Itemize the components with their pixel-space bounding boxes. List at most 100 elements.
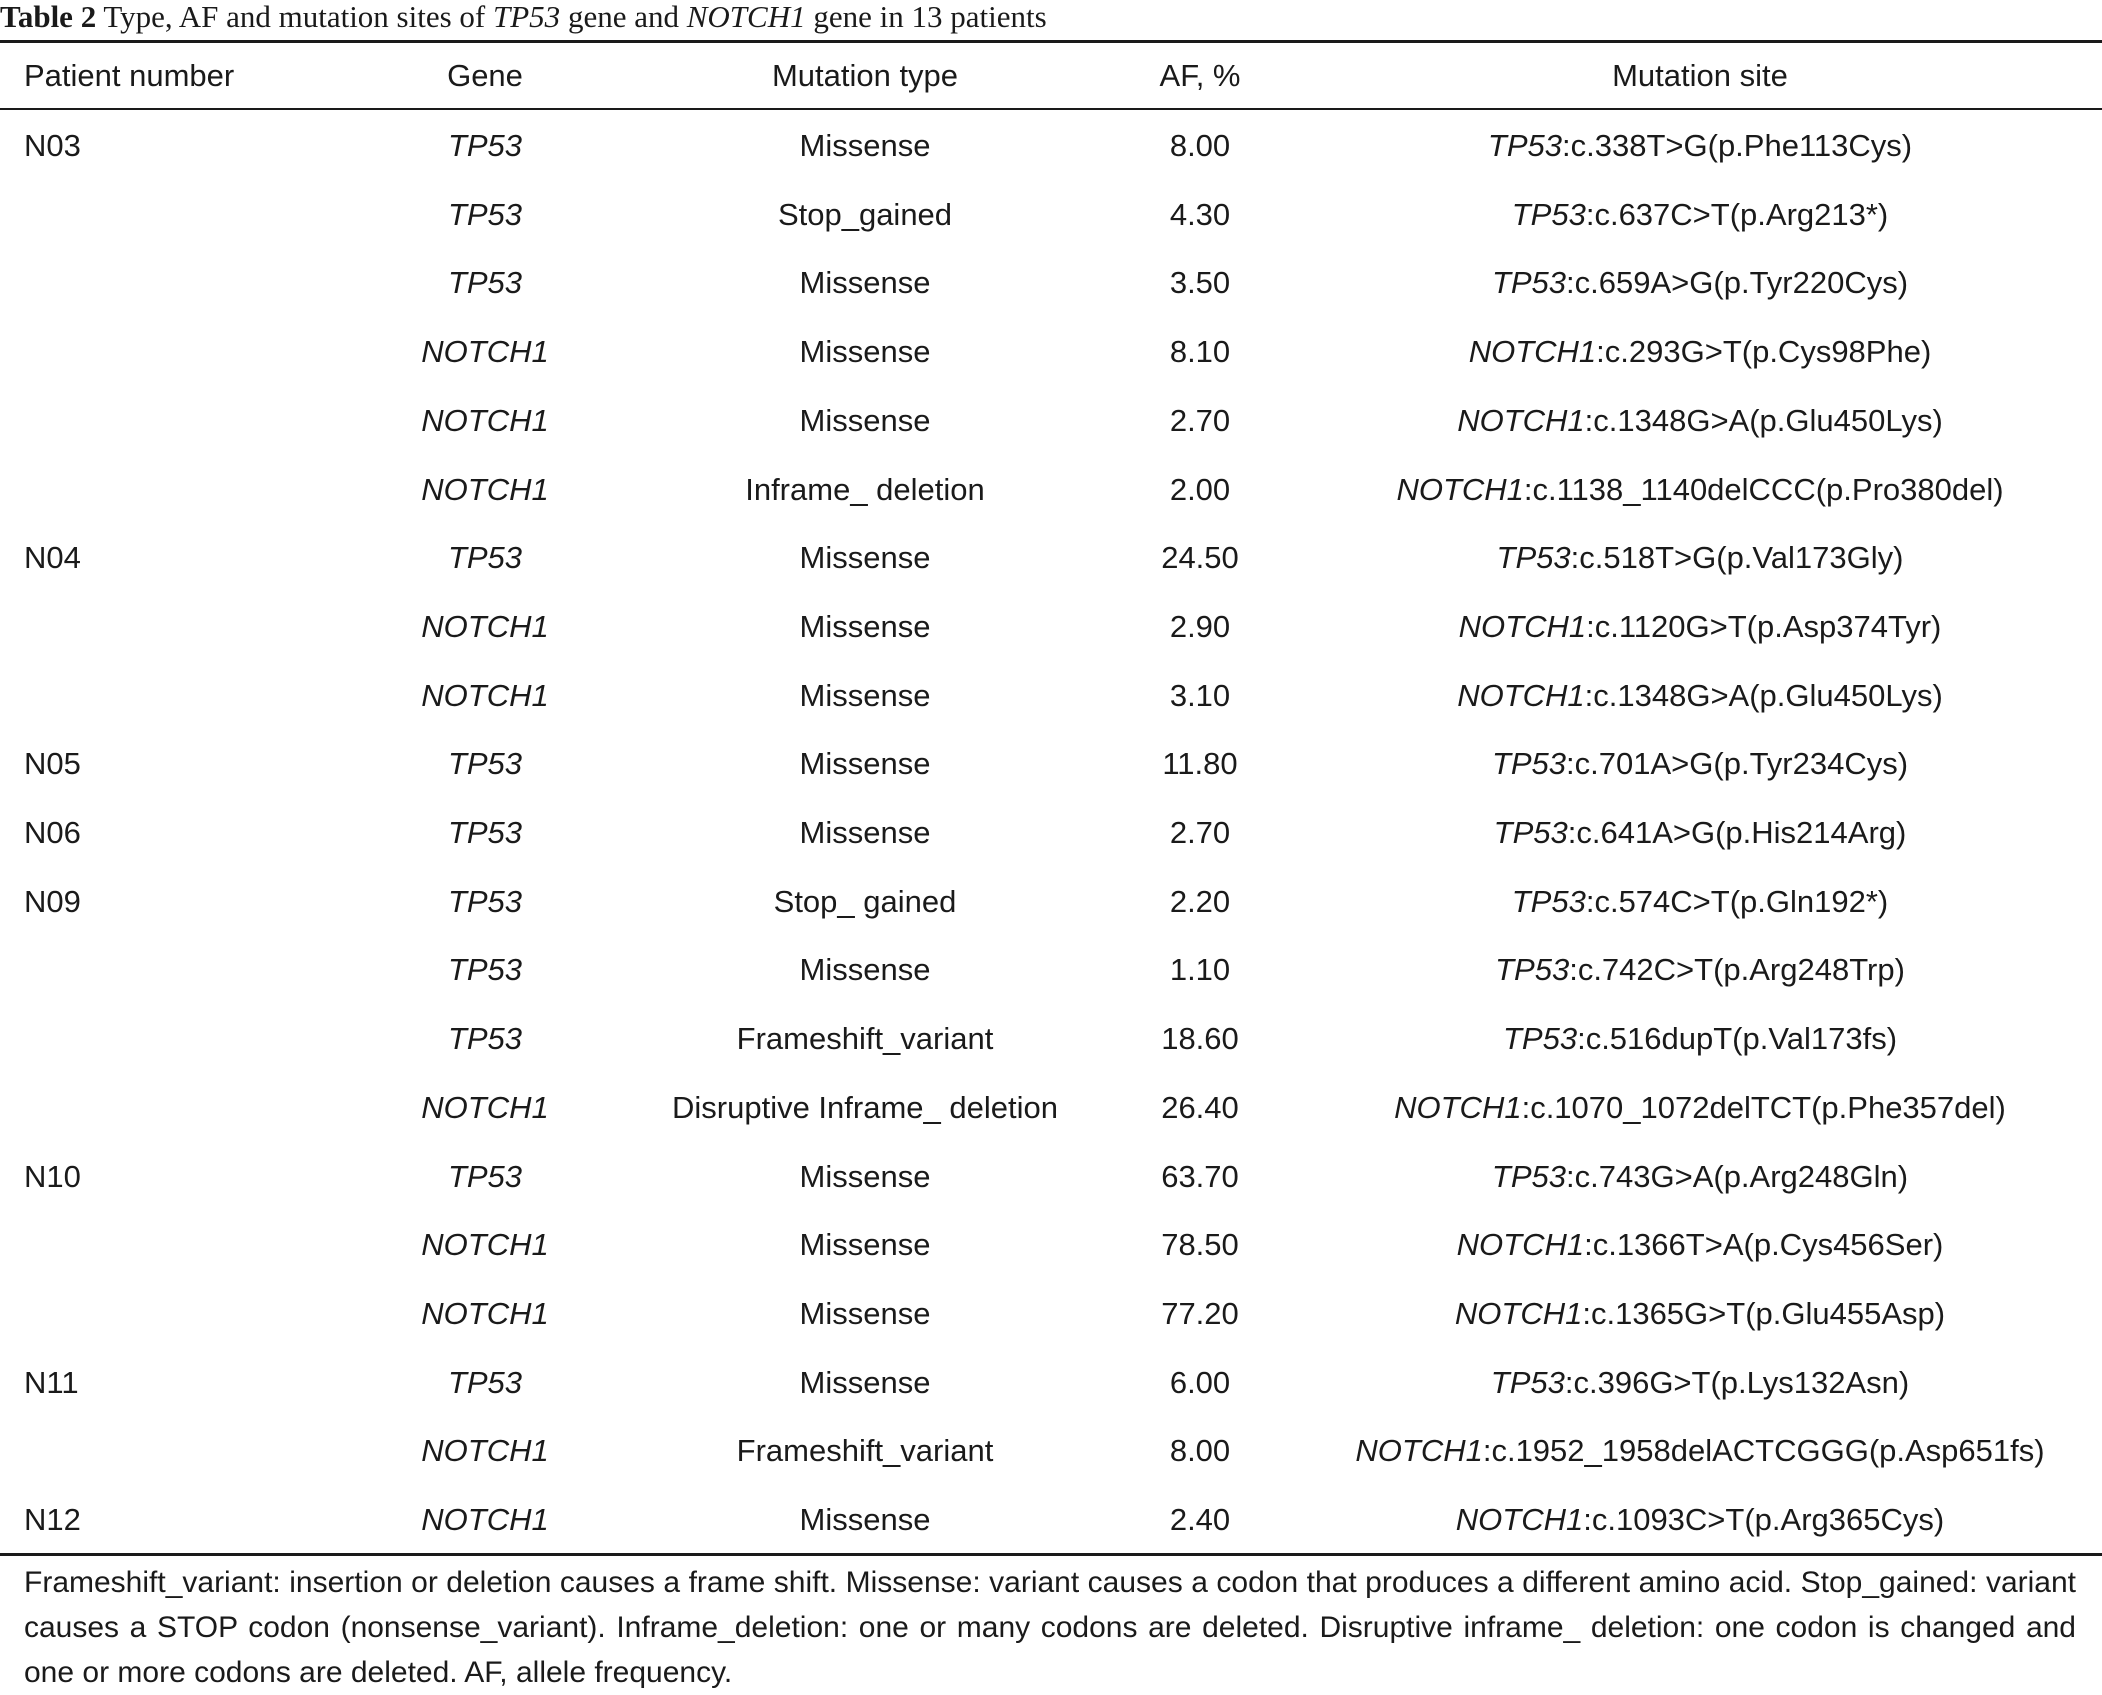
cell-mutation-site: TP53:c.641A>G(p.His214Arg) — [1300, 799, 2100, 867]
cell-af: 1.10 — [1169, 952, 1231, 988]
table-row: NOTCH1 Missense 2.70 NOTCH1:c.1348G>A(p.Glu… — [0, 387, 2102, 456]
site-gene: TP53 — [1487, 128, 1563, 163]
cell-mutation-site: NOTCH1:c.1120G>T(p.Asp374Tyr) — [1300, 593, 2100, 661]
site-gene: NOTCH1 — [1457, 677, 1585, 713]
cell-mutation-site: TP53:c.338T>G(p.Phe113Cys) — [1300, 112, 2100, 180]
caption-gene-2: NOTCH1 — [686, 0, 806, 34]
cell-patient-number — [24, 593, 324, 661]
site-gene: NOTCH1 — [1396, 471, 1524, 507]
cell-mutation-type: Frameshift_variant — [736, 1433, 994, 1469]
cell-patient-number: N09 — [24, 883, 81, 919]
cell-mutation-type: Frameshift_variant — [736, 1021, 994, 1057]
cell-mutation-site: NOTCH1:c.293G>T(p.Cys98Phe) — [1300, 318, 2100, 386]
cell-mutation-type: Missense — [799, 608, 931, 644]
cell-gene: TP53 — [447, 1364, 523, 1400]
caption-text-1: Type, AF and mutation sites of — [96, 0, 493, 34]
cell-mutation-site: TP53:c.396G>T(p.Lys132Asn) — [1300, 1349, 2100, 1417]
top-rule — [0, 40, 2102, 43]
cell-af: 2.40 — [1169, 1502, 1231, 1537]
cell-gene: NOTCH1 — [421, 1295, 549, 1331]
site-gene: TP53 — [1511, 883, 1586, 919]
table-row: NOTCH1 Missense 78.50 NOTCH1:c.1366T>A(p.Cy… — [0, 1211, 2102, 1280]
table-row: NOTCH1 Disruptive Inframe_ deletion 26.40 N… — [0, 1074, 2102, 1143]
cell-af: 8.10 — [1169, 334, 1231, 370]
site-change: :c.1120G>T(p.Asp374Tyr) — [1586, 608, 1942, 644]
cell-mutation-type: Disruptive Inframe_ deletion — [672, 1089, 1058, 1125]
cell-af: 18.60 — [1161, 1021, 1239, 1057]
site-gene: TP53 — [1495, 952, 1570, 988]
cell-af: 2.20 — [1169, 883, 1231, 919]
cell-af: 8.00 — [1169, 128, 1231, 163]
table-row: NOTCH1 Inframe_ deletion 2.00 NOTCH1:c.1138… — [0, 456, 2102, 525]
cell-mutation-type: Missense — [799, 265, 931, 301]
cell-af: 6.00 — [1169, 1364, 1231, 1400]
cell-gene: TP53 — [447, 815, 523, 850]
cell-gene: NOTCH1 — [421, 402, 549, 438]
cell-mutation-site: TP53:c.518T>G(p.Val173Gly) — [1300, 524, 2100, 592]
site-change: :c.659A>G(p.Tyr220Cys) — [1566, 265, 1909, 301]
table-row: N03 TP53 Missense 8.00 TP53:c.338T>G(p.Phe11… — [0, 112, 2102, 181]
cell-gene: NOTCH1 — [421, 1433, 549, 1469]
header-gene: Gene — [447, 58, 523, 93]
header-rule — [0, 108, 2102, 110]
site-change: :c.743G>A(p.Arg248Gln) — [1566, 1158, 1909, 1194]
cell-gene: TP53 — [447, 1021, 523, 1057]
cell-af: 2.70 — [1169, 402, 1231, 438]
table-row: NOTCH1 Missense 8.10 NOTCH1:c.293G>T(p.Cys9… — [0, 318, 2102, 387]
table-row: N04 TP53 Missense 24.50 TP53:c.518T>G(p.Val1… — [0, 524, 2102, 593]
site-gene: TP53 — [1496, 540, 1571, 576]
cell-gene: TP53 — [447, 128, 523, 163]
site-gene: TP53 — [1490, 1364, 1565, 1400]
site-gene: NOTCH1 — [1457, 402, 1585, 438]
cell-patient-number — [24, 1005, 324, 1073]
cell-af: 3.10 — [1169, 677, 1231, 713]
table-row: NOTCH1 Missense 77.20 NOTCH1:c.1365G>T(p.Gl… — [0, 1280, 2102, 1349]
site-change: :c.293G>T(p.Cys98Phe) — [1596, 334, 1932, 370]
site-gene: TP53 — [1493, 815, 1568, 850]
site-change: :c.1365G>T(p.Glu455Asp) — [1582, 1295, 1946, 1331]
caption-label: Table 2 — [0, 0, 97, 34]
cell-patient-number — [24, 318, 324, 386]
cell-af: 63.70 — [1161, 1158, 1239, 1194]
site-gene: NOTCH1 — [1458, 608, 1587, 644]
cell-af: 77.20 — [1161, 1295, 1239, 1331]
cell-gene: TP53 — [447, 883, 523, 919]
site-gene: TP53 — [1491, 265, 1567, 301]
cell-af: 78.50 — [1161, 1227, 1239, 1263]
cell-mutation-site: NOTCH1:c.1138_1140delCCC(p.Pro380del) — [1300, 456, 2100, 524]
cell-mutation-type: Missense — [799, 815, 931, 850]
cell-gene: NOTCH1 — [421, 677, 549, 713]
cell-mutation-type: Missense — [799, 746, 931, 782]
table-row: TP53 Missense 1.10 TP53:c.742C>T(p.Arg248Tr… — [0, 936, 2102, 1005]
cell-gene: NOTCH1 — [421, 471, 549, 507]
cell-gene: TP53 — [447, 746, 523, 782]
cell-patient-number — [24, 662, 324, 730]
site-change: :c.701A>G(p.Tyr234Cys) — [1566, 746, 1909, 782]
site-gene: NOTCH1 — [1454, 1295, 1583, 1331]
site-change: :c.1138_1140delCCC(p.Pro380del) — [1523, 471, 2004, 507]
cell-af: 8.00 — [1169, 1433, 1231, 1469]
site-change: :c.1070_1072delTCT(p.Phe357del) — [1521, 1089, 2006, 1125]
cell-mutation-site: NOTCH1:c.1093C>T(p.Arg365Cys) — [1300, 1486, 2100, 1554]
cell-gene: NOTCH1 — [421, 608, 549, 644]
cell-patient-number — [24, 456, 324, 524]
table-row: TP53 Stop_gained 4.30 TP53:c.637C>T(p.Arg21… — [0, 181, 2102, 250]
table-row: N09 TP53 Stop_ gained 2.20 TP53:c.574C>T(p.G… — [0, 868, 2102, 937]
cell-mutation-site: TP53:c.516dupT(p.Val173fs) — [1300, 1005, 2100, 1073]
cell-gene: TP53 — [447, 265, 523, 301]
cell-mutation-type: Missense — [799, 1502, 931, 1537]
cell-mutation-site: NOTCH1:c.1348G>A(p.Glu450Lys) — [1300, 387, 2100, 455]
cell-mutation-site: TP53:c.659A>G(p.Tyr220Cys) — [1300, 249, 2100, 317]
caption-text-3: gene in 13 patients — [805, 0, 1047, 34]
table-row: NOTCH1 Missense 3.10 NOTCH1:c.1348G>A(p.Glu… — [0, 662, 2102, 731]
table-row: N11 TP53 Missense 6.00 TP53:c.396G>T(p.Lys13… — [0, 1349, 2102, 1418]
cell-mutation-type: Missense — [799, 402, 931, 438]
header-mutation-type: Mutation type — [771, 58, 959, 93]
caption-text-2: gene and — [560, 0, 687, 34]
cell-gene: TP53 — [447, 952, 523, 988]
cell-mutation-type: Missense — [799, 540, 931, 576]
cell-mutation-site: TP53:c.743G>A(p.Arg248Gln) — [1300, 1143, 2100, 1211]
cell-mutation-site: NOTCH1:c.1365G>T(p.Glu455Asp) — [1300, 1280, 2100, 1348]
cell-af: 24.50 — [1161, 540, 1239, 576]
table-row: NOTCH1 Missense 2.90 NOTCH1:c.1120G>T(p.Asp… — [0, 593, 2102, 662]
